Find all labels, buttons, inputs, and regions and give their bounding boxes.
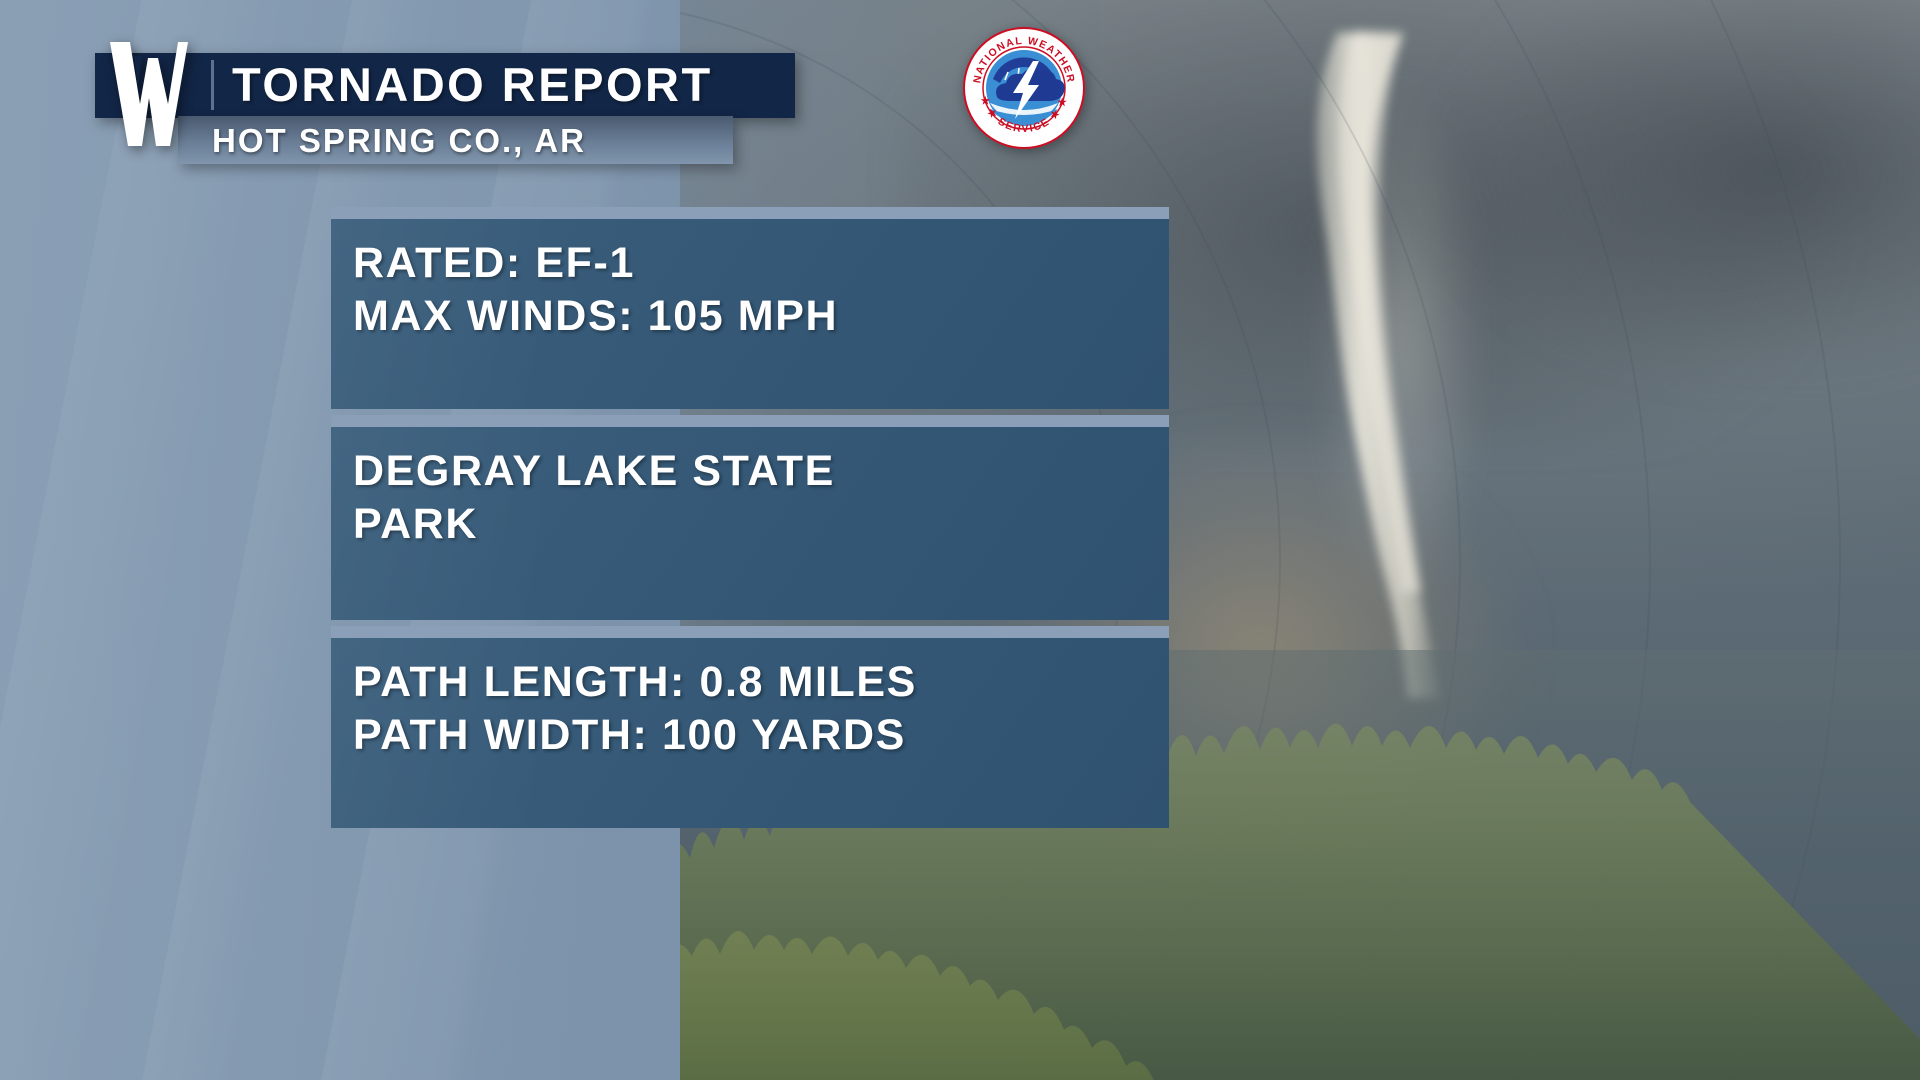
panel-accent-bar (331, 207, 1169, 219)
panel-line: RATED: EF-1 (353, 239, 635, 287)
report-panels: RATED: EF-1 MAX WINDS: 105 MPH DEGRAY LA… (331, 207, 1169, 828)
panel-accent-bar (331, 415, 1169, 427)
title-divider (211, 60, 214, 110)
panel-line: PATH WIDTH: 100 YARDS (353, 711, 906, 759)
funnel-glow (1240, 20, 1560, 740)
panel-accent-bar (331, 626, 1169, 638)
page-title: TORNADO REPORT (232, 58, 713, 111)
panel-line: PARK (353, 500, 479, 548)
subtitle-bar (178, 116, 733, 164)
panel-path-dimensions: PATH LENGTH: 0.8 MILES PATH WIDTH: 100 Y… (331, 626, 1169, 828)
panel-line: PATH LENGTH: 0.8 MILES (353, 658, 917, 706)
panel-line: MAX WINDS: 105 MPH (353, 292, 839, 340)
location-subtitle: HOT SPRING CO., AR (212, 122, 586, 159)
weathernation-w-icon (108, 40, 190, 148)
national-weather-service-seal-icon: NATIONAL WEATHER ★ ★ ★ SERVICE ★ ★ ★ (963, 27, 1085, 149)
panel-rating-winds: RATED: EF-1 MAX WINDS: 105 MPH (331, 207, 1169, 409)
panel-line: DEGRAY LAKE STATE (353, 447, 835, 495)
panel-location: DEGRAY LAKE STATE PARK (331, 415, 1169, 620)
